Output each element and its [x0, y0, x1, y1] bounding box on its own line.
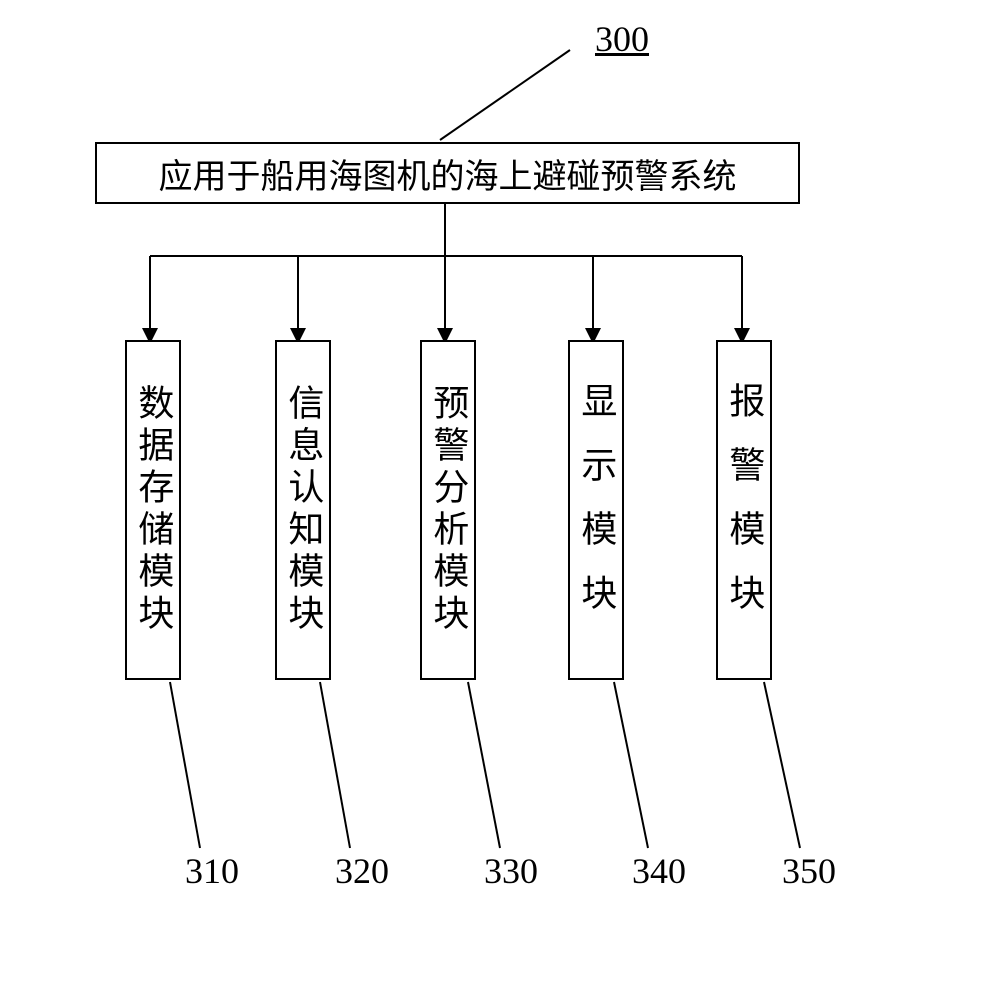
- module-ref-display: 340: [632, 850, 686, 892]
- module-label: 信息认知模块: [280, 384, 327, 636]
- module-alarm: 报警模块: [716, 340, 772, 680]
- system-block-diagram: 300 应用于船用海图机的海上避碰预警系统 数据存储模块 信息认知模块 预警分析模块…: [0, 0, 987, 1000]
- module-ref-alarm: 350: [782, 850, 836, 892]
- module-ref-data-storage: 310: [185, 850, 239, 892]
- system-title-box: 应用于船用海图机的海上避碰预警系统: [95, 142, 800, 204]
- module-ref-info-cognition: 320: [335, 850, 389, 892]
- module-display: 显示模块: [568, 340, 624, 680]
- module-label: 报警模块: [721, 382, 768, 638]
- system-ref-label: 300: [595, 18, 649, 60]
- module-warning-analysis: 预警分析模块: [420, 340, 476, 680]
- module-label: 预警分析模块: [425, 384, 472, 636]
- module-ref-warning-analysis: 330: [484, 850, 538, 892]
- module-info-cognition: 信息认知模块: [275, 340, 331, 680]
- module-label: 数据存储模块: [130, 384, 177, 636]
- module-data-storage: 数据存储模块: [125, 340, 181, 680]
- system-title-text: 应用于船用海图机的海上避碰预警系统: [159, 149, 737, 198]
- module-label: 显示模块: [573, 382, 620, 638]
